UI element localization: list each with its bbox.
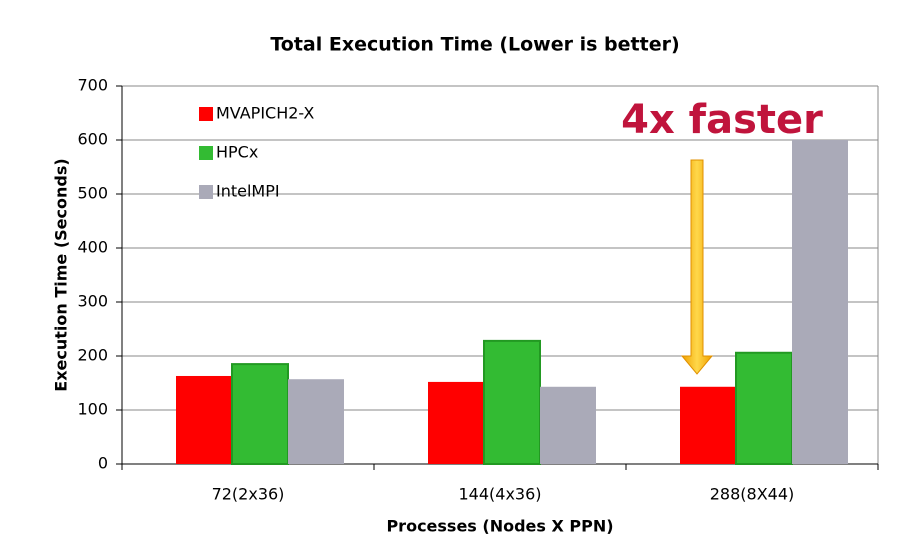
y-axis-label: Execution Time (Seconds): [52, 158, 71, 391]
y-tick-label: 0: [98, 454, 108, 473]
arrow: [680, 159, 714, 375]
y-tick-label: 500: [77, 184, 108, 203]
x-tick-label: 144(4x36): [458, 485, 541, 504]
bar: [483, 339, 541, 466]
y-tick-label: 100: [77, 400, 108, 419]
y-tick-label: 400: [77, 238, 108, 257]
bar: [288, 379, 344, 464]
y-tick-label: 200: [77, 346, 108, 365]
chart-title: Total Execution Time (Lower is better): [270, 34, 679, 56]
bar: [428, 381, 484, 464]
x-tick-label: 72(2x36): [212, 485, 285, 504]
annotation: 4x faster: [621, 97, 823, 143]
legend-label: MVAPICH2-X: [216, 104, 314, 123]
bar: [176, 375, 232, 464]
bar: [680, 386, 736, 464]
legend-swatch: [199, 146, 213, 160]
bar: [540, 386, 596, 464]
legend-swatch: [199, 107, 213, 121]
legend-label: HPCx: [216, 143, 258, 162]
bar: [231, 363, 289, 466]
y-tick-label: 700: [77, 76, 108, 95]
bar: [792, 140, 848, 464]
x-axis-label: Processes (Nodes X PPN): [386, 517, 613, 536]
y-tick-label: 300: [77, 292, 108, 311]
x-tick-label: 288(8X44): [710, 485, 795, 504]
legend-label: IntelMPI: [216, 182, 280, 201]
y-tick-label: 600: [77, 130, 108, 149]
bar: [735, 351, 793, 466]
legend-swatch: [199, 185, 213, 199]
